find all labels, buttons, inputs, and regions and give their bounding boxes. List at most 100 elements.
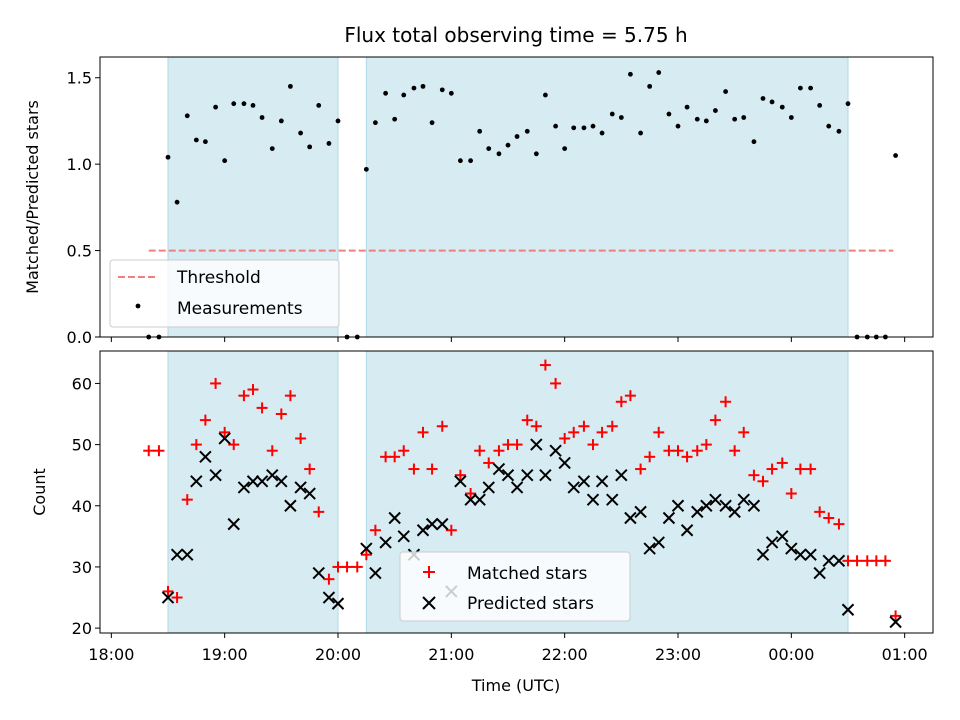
- matched-star-point: [709, 414, 721, 426]
- measurement-point: [618, 115, 624, 120]
- measurement-point: [723, 89, 728, 94]
- bottom-x-tick-label: 19:00: [202, 645, 248, 664]
- predicted-star-point: [170, 548, 184, 561]
- matched-star-point: [511, 439, 523, 451]
- predicted-star-point: [227, 517, 240, 531]
- matched-star-point: [729, 445, 741, 457]
- matched-stars-points: [143, 359, 902, 622]
- measurement-point: [798, 85, 803, 91]
- matched-star-point: [304, 463, 316, 475]
- top-x-ticks: [110, 337, 906, 342]
- predicted-star-point: [606, 493, 619, 506]
- predicted-star-point: [700, 499, 713, 512]
- predicted-legend-label: Predicted stars: [467, 594, 594, 614]
- measurements-legend-swatch: [135, 303, 141, 309]
- matched-star-point: [323, 573, 335, 585]
- bottom-y-tick-label: 30: [72, 558, 92, 577]
- predicted-star-point: [794, 548, 807, 561]
- predicted-star-point: [501, 468, 515, 482]
- predicted-star-point: [521, 468, 534, 482]
- matched-star-point: [700, 439, 712, 451]
- matched-star-point: [748, 469, 760, 481]
- matched-star-point: [672, 445, 684, 457]
- matched-star-point: [295, 432, 307, 444]
- measurement-point: [401, 92, 407, 98]
- matched-star-point: [341, 561, 353, 573]
- matched-star-point: [436, 420, 448, 432]
- predicted-star-point: [425, 517, 439, 531]
- top-legend: Threshold Measurements: [109, 259, 340, 328]
- matched-star-point: [681, 451, 693, 463]
- matched-star-point: [794, 463, 806, 475]
- matched-star-point: [823, 512, 835, 524]
- matched-star-point: [483, 457, 495, 469]
- predicted-star-point: [709, 493, 722, 506]
- predicted-star-point: [246, 475, 260, 488]
- bottom-panel: 20 30 40 50 60 18:00 19:00 20:00 21:00 22:00 23:0…: [30, 350, 934, 695]
- matched-star-point: [219, 426, 231, 438]
- predicted-star-point: [539, 468, 552, 482]
- matched-star-point: [256, 402, 268, 414]
- predicted-star-point: [473, 493, 486, 506]
- measurement-point: [684, 104, 690, 110]
- matched-star-point: [578, 420, 590, 432]
- predicted-star-point: [492, 462, 506, 476]
- predicted-star-point: [312, 566, 325, 580]
- measurement-point: [477, 128, 483, 134]
- top-panel: 0.0 0.5 1.0 1.5 Flux total observing time =…: [23, 23, 934, 347]
- bottom-axes-frame: [99, 350, 934, 634]
- predicted-star-point: [416, 524, 430, 537]
- predicted-legend-swatch: [422, 596, 436, 610]
- matched-star-point: [720, 396, 732, 408]
- bottom-x-tick-label: 00:00: [768, 645, 814, 664]
- bottom-x-ticks: 18:00 19:00 20:00 21:00 22:00 23:00 00:00 01:00: [88, 633, 928, 664]
- predicted-star-point: [266, 468, 279, 482]
- matched-star-point: [635, 463, 647, 475]
- measurement-point: [392, 116, 398, 122]
- matched-star-point: [284, 390, 296, 402]
- bottom-y-tick-label: 40: [72, 497, 92, 516]
- top-legend-box: [109, 259, 340, 328]
- measurement-point: [788, 115, 794, 120]
- top-y-tick-label: 0.0: [67, 328, 92, 347]
- predicted-star-point: [832, 554, 846, 568]
- top-shaded-regions: [167, 56, 849, 338]
- matched-star-point: [587, 439, 599, 451]
- predicted-star-point: [294, 481, 307, 494]
- measurement-point: [703, 118, 709, 124]
- measurement-point: [638, 130, 643, 136]
- matched-star-point: [559, 432, 571, 444]
- matched-legend-label: Matched stars: [467, 564, 587, 584]
- top-y-axis-label: Matched/Predicted stars: [23, 100, 42, 294]
- measurement-point: [241, 101, 247, 107]
- matched-star-point: [691, 445, 703, 457]
- measurement-point: [496, 151, 502, 157]
- predicted-star-point: [747, 499, 761, 512]
- predicted-star-point: [634, 505, 647, 519]
- measurement-point: [524, 128, 530, 134]
- predicted-star-point: [643, 542, 656, 555]
- bottom-legend: Matched stars Predicted stars: [399, 551, 631, 622]
- top-y-tick-label: 0.5: [67, 242, 92, 261]
- predicted-star-point: [322, 591, 336, 604]
- bottom-y-tick-label: 60: [72, 374, 92, 393]
- measurement-point: [193, 137, 199, 143]
- measurement-point: [326, 141, 332, 146]
- matched-star-point: [360, 549, 372, 561]
- measurement-point: [751, 139, 757, 145]
- matched-star-point: [266, 445, 278, 457]
- measurement-point: [222, 158, 228, 164]
- measurement-point: [468, 158, 473, 164]
- threshold-legend-label: Threshold: [176, 268, 261, 288]
- measurement-point: [808, 85, 813, 91]
- measurement-point: [184, 113, 190, 119]
- matched-star-point: [153, 445, 165, 457]
- measurement-point: [656, 70, 662, 75]
- matched-star-point: [596, 426, 608, 438]
- measurement-point: [269, 146, 275, 152]
- predicted-star-point: [577, 475, 591, 488]
- matched-star-point: [445, 524, 457, 536]
- measurement-point: [383, 90, 388, 96]
- measurement-point: [505, 142, 511, 148]
- predicted-star-point: [190, 475, 203, 488]
